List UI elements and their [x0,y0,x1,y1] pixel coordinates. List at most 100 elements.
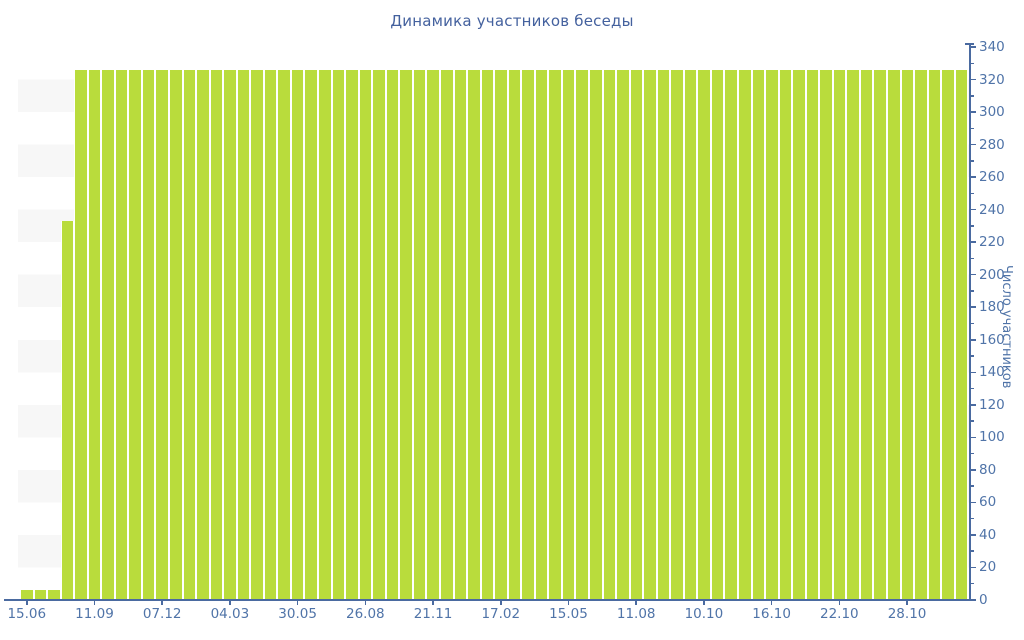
y-tick-label: 140 [979,364,1005,381]
x-tick-label: 22.10 [820,606,859,622]
y-major-tick [971,111,976,113]
bar[interactable] [87,69,102,600]
bar[interactable] [114,69,129,600]
bar[interactable] [426,69,440,600]
bar[interactable] [358,69,373,600]
bar[interactable] [724,69,738,600]
bar[interactable] [941,69,955,600]
x-tick-label: 26.08 [346,606,385,622]
bar[interactable] [656,69,671,600]
y-minor-tick [971,517,974,520]
bar[interactable] [101,69,115,600]
bar[interactable] [832,69,847,600]
bar[interactable] [954,69,969,600]
y-major-tick [971,241,976,243]
x-tick-label: 21.11 [413,606,453,622]
bar[interactable] [467,69,481,600]
bar[interactable] [927,69,942,600]
bar[interactable] [155,69,170,600]
x-tick-label: 15.06 [7,606,47,622]
x-tick [906,601,908,605]
bar[interactable] [494,69,508,600]
bar[interactable] [385,69,400,600]
bar[interactable] [480,69,495,600]
bar[interactable] [697,69,711,600]
y-tick-label: 320 [979,71,1005,88]
bar[interactable] [534,69,549,600]
bar[interactable] [670,69,684,600]
y-tick-label: 160 [979,331,1005,348]
y-major-tick [971,46,976,48]
y-major-tick [971,404,976,406]
bar[interactable] [223,69,237,600]
bar[interactable] [372,69,386,600]
bar[interactable] [250,69,264,600]
y-axis-title: Число участников [999,265,1014,389]
x-tick [296,601,299,605]
bar[interactable] [399,69,413,600]
bar[interactable] [412,69,427,600]
bar[interactable] [737,69,752,600]
bar[interactable] [345,69,359,600]
bar[interactable] [914,69,928,600]
bar[interactable] [128,69,142,600]
y-axis-top-cap [965,43,974,45]
bar[interactable] [765,69,779,600]
bar[interactable] [331,69,346,600]
y-major-tick [971,208,976,211]
bar[interactable] [47,590,61,600]
y-minor-tick [971,257,974,260]
x-tick [838,601,841,605]
bar[interactable] [575,69,589,600]
bar[interactable] [304,69,319,600]
bar[interactable] [33,590,48,600]
x-tick [229,601,231,605]
bar[interactable] [819,69,833,600]
bar[interactable] [873,69,887,600]
bar[interactable] [263,69,278,600]
y-minor-tick [971,485,974,487]
y-tick-label: 260 [979,169,1005,186]
bar[interactable] [20,590,34,600]
bar[interactable] [453,69,468,600]
bar[interactable] [683,69,698,600]
bar[interactable] [169,69,183,600]
bar[interactable] [710,69,725,600]
bar[interactable] [209,69,224,600]
y-minor-tick [971,290,974,292]
y-minor-tick [971,550,974,552]
bar[interactable] [778,69,793,600]
bar[interactable] [900,69,915,600]
y-minor-tick [971,420,974,422]
x-tick-label: 30.05 [278,606,317,622]
bar[interactable] [141,69,156,600]
bar[interactable] [277,69,291,600]
bar[interactable] [60,221,75,600]
bar[interactable] [588,69,603,600]
y-minor-tick [971,160,974,162]
bar[interactable] [182,69,197,600]
bar[interactable] [507,69,522,600]
y-major-tick [971,599,976,601]
bar[interactable] [236,69,251,600]
bar[interactable] [521,69,535,600]
bar[interactable] [751,69,766,600]
y-major-tick [971,176,976,178]
bar[interactable] [561,69,576,600]
bar[interactable] [887,69,901,600]
bar[interactable] [859,69,874,600]
bar[interactable] [74,69,88,600]
bar[interactable] [629,69,644,600]
bar[interactable] [318,69,332,600]
bar[interactable] [616,69,630,600]
bar[interactable] [792,69,806,600]
bar[interactable] [196,69,210,600]
bar[interactable] [439,69,454,600]
bar[interactable] [846,69,860,600]
bar[interactable] [602,69,617,600]
bar[interactable] [548,69,562,600]
y-minor-tick [971,192,974,195]
bar[interactable] [805,69,820,600]
bar[interactable] [643,69,657,600]
bar[interactable] [290,69,305,600]
